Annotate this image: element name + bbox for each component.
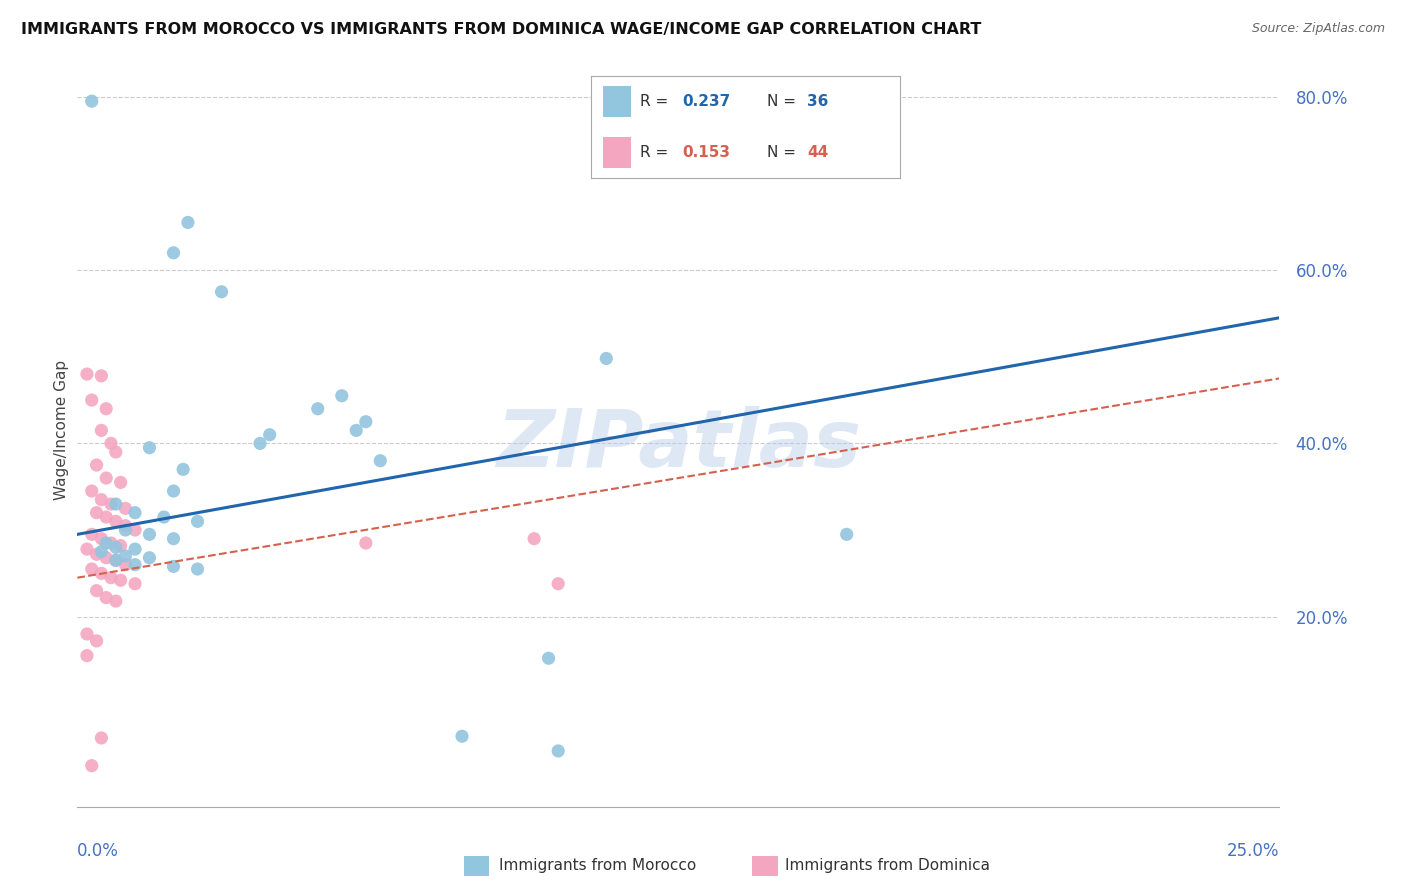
- Text: ZIPatlas: ZIPatlas: [496, 407, 860, 484]
- Text: 0.237: 0.237: [682, 94, 730, 109]
- Point: [114, 523, 136, 537]
- Point: [172, 462, 194, 476]
- Point: [90, 731, 112, 745]
- Point: [354, 536, 377, 550]
- Bar: [603, 137, 631, 168]
- Point: [124, 558, 146, 572]
- Point: [90, 492, 112, 507]
- Point: [537, 651, 560, 665]
- Point: [80, 758, 103, 772]
- Point: [104, 553, 127, 567]
- Point: [114, 501, 136, 516]
- Point: [211, 285, 233, 299]
- Point: [76, 627, 98, 641]
- Point: [104, 594, 127, 608]
- Point: [138, 441, 160, 455]
- Point: [76, 367, 98, 381]
- Text: 0.0%: 0.0%: [77, 842, 120, 860]
- Point: [330, 389, 353, 403]
- Point: [523, 532, 546, 546]
- Point: [249, 436, 271, 450]
- Point: [86, 506, 108, 520]
- Point: [368, 453, 391, 467]
- Point: [547, 744, 569, 758]
- Point: [96, 510, 118, 524]
- Point: [124, 523, 146, 537]
- Text: 25.0%: 25.0%: [1227, 842, 1279, 860]
- Point: [547, 576, 569, 591]
- Point: [100, 536, 122, 550]
- Point: [80, 94, 103, 108]
- Point: [110, 574, 132, 588]
- Text: IMMIGRANTS FROM MOROCCO VS IMMIGRANTS FROM DOMINICA WAGE/INCOME GAP CORRELATION : IMMIGRANTS FROM MOROCCO VS IMMIGRANTS FR…: [21, 22, 981, 37]
- Text: N =: N =: [766, 145, 800, 161]
- Point: [138, 550, 160, 565]
- Text: Immigrants from Morocco: Immigrants from Morocco: [499, 858, 696, 872]
- Point: [90, 566, 112, 581]
- Point: [104, 541, 127, 555]
- Point: [259, 427, 281, 442]
- Point: [76, 542, 98, 557]
- Text: 0.153: 0.153: [682, 145, 730, 161]
- Text: R =: R =: [640, 145, 673, 161]
- Point: [90, 424, 112, 438]
- Point: [835, 527, 858, 541]
- Point: [90, 368, 112, 383]
- Bar: [603, 87, 631, 117]
- Point: [162, 483, 184, 498]
- Point: [96, 471, 118, 485]
- Point: [96, 401, 118, 416]
- Text: 36: 36: [807, 94, 828, 109]
- Point: [162, 559, 184, 574]
- Point: [96, 536, 118, 550]
- Y-axis label: Wage/Income Gap: Wage/Income Gap: [53, 360, 69, 500]
- Point: [104, 445, 127, 459]
- Point: [177, 215, 200, 229]
- Point: [96, 591, 118, 605]
- Point: [80, 483, 103, 498]
- Point: [100, 436, 122, 450]
- Point: [344, 424, 367, 438]
- Point: [307, 401, 329, 416]
- Point: [76, 648, 98, 663]
- Point: [595, 351, 617, 366]
- Point: [86, 583, 108, 598]
- Point: [162, 532, 184, 546]
- Point: [86, 547, 108, 561]
- Point: [90, 544, 112, 558]
- Point: [110, 475, 132, 490]
- Text: Immigrants from Dominica: Immigrants from Dominica: [785, 858, 990, 872]
- Point: [96, 550, 118, 565]
- Text: 44: 44: [807, 145, 828, 161]
- Point: [124, 542, 146, 557]
- Point: [110, 539, 132, 553]
- Text: R =: R =: [640, 94, 673, 109]
- Point: [114, 558, 136, 572]
- Text: N =: N =: [766, 94, 800, 109]
- Point: [104, 497, 127, 511]
- Point: [80, 527, 103, 541]
- Point: [114, 549, 136, 563]
- Point: [187, 562, 209, 576]
- Point: [104, 553, 127, 567]
- Point: [451, 729, 474, 743]
- Point: [86, 634, 108, 648]
- Text: Source: ZipAtlas.com: Source: ZipAtlas.com: [1251, 22, 1385, 36]
- Point: [104, 514, 127, 528]
- Point: [90, 532, 112, 546]
- Point: [153, 510, 176, 524]
- Point: [124, 506, 146, 520]
- Point: [80, 562, 103, 576]
- Point: [114, 518, 136, 533]
- Point: [162, 245, 184, 260]
- Point: [354, 415, 377, 429]
- Point: [187, 514, 209, 528]
- Point: [100, 497, 122, 511]
- Point: [86, 458, 108, 472]
- Point: [124, 576, 146, 591]
- Point: [100, 571, 122, 585]
- Point: [138, 527, 160, 541]
- Point: [80, 393, 103, 408]
